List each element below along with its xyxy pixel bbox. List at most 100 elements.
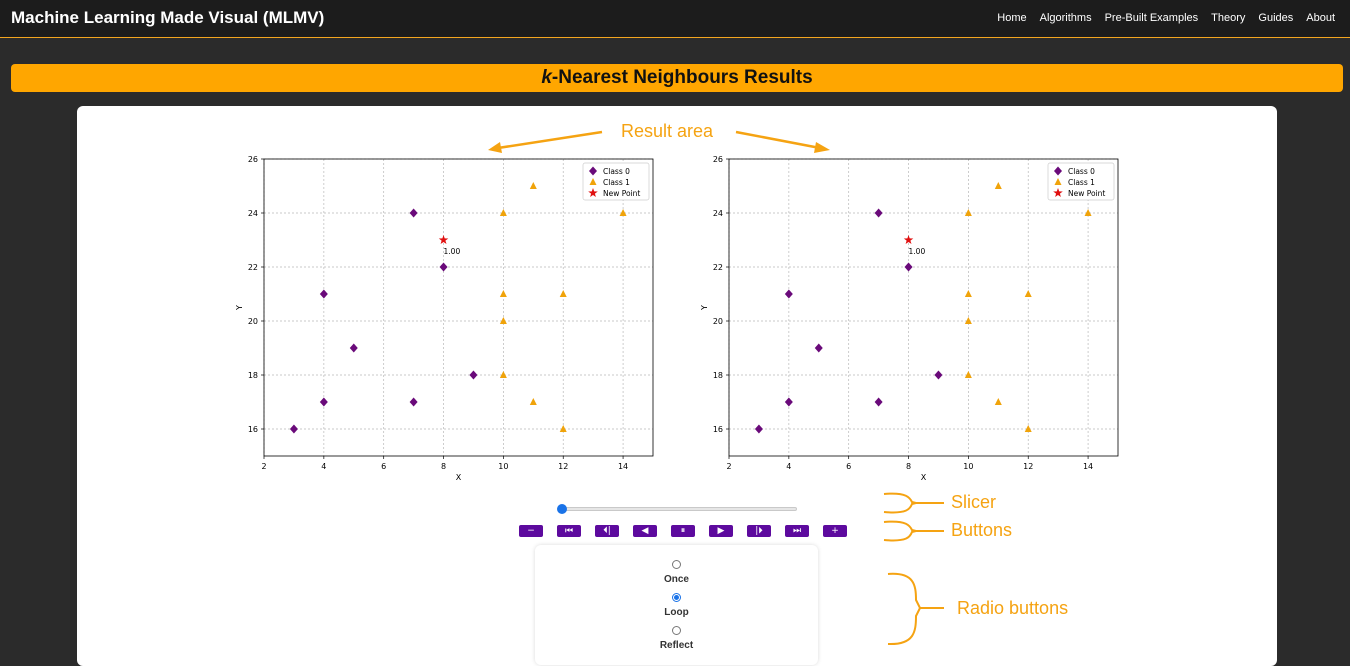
nav-links: Home Algorithms Pre-Built Examples Theor… <box>997 12 1335 24</box>
pause-icon: ⏸ <box>680 526 686 536</box>
class-1-point <box>499 290 507 297</box>
x-tick-label: 12 <box>1023 462 1033 471</box>
radio-loop-circle[interactable] <box>672 593 681 602</box>
first-frame-button[interactable]: ⏮ <box>557 525 581 537</box>
slider-track[interactable] <box>558 507 797 511</box>
class-1-point <box>559 290 567 297</box>
minus-icon: − <box>527 526 535 536</box>
y-tick-label: 24 <box>713 209 723 218</box>
legend-box <box>582 162 650 201</box>
y-tick-label: 26 <box>248 155 258 164</box>
radio-once-circle[interactable] <box>672 560 681 569</box>
x-tick-label: 14 <box>618 462 628 471</box>
plot-frame <box>263 158 654 457</box>
class-1-point <box>559 425 567 432</box>
radio-loop[interactable]: Loop <box>535 593 818 618</box>
y-tick-label: 20 <box>713 317 723 326</box>
first-frame-icon: ⏮ <box>564 526 574 536</box>
class-1-point <box>964 209 972 216</box>
class-1-point <box>499 317 507 324</box>
loop-mode-radio-group: Once Loop Reflect <box>535 545 818 665</box>
prev-frame-icon: ⏴| <box>603 526 611 536</box>
class-0-point <box>409 208 418 218</box>
minus-button[interactable]: − <box>519 525 543 537</box>
legend-label: Class 0 <box>603 167 630 176</box>
y-tick-label: 18 <box>248 371 258 380</box>
nav-guides[interactable]: Guides <box>1258 12 1294 24</box>
nav-home[interactable]: Home <box>997 12 1027 24</box>
top-navbar: Machine Learning Made Visual (MLMV) Home… <box>0 0 1350 38</box>
radio-loop-label[interactable]: Loop <box>664 607 689 618</box>
class-0-point <box>784 289 793 299</box>
legend-label: Class 1 <box>1068 178 1095 187</box>
x-axis-label: X <box>456 473 462 482</box>
class-0-point <box>319 289 328 299</box>
next-frame-button[interactable]: |⏵ <box>747 525 771 537</box>
last-frame-icon: ⏭ <box>792 526 802 536</box>
class-0-point <box>349 343 358 353</box>
nav-about[interactable]: About <box>1306 12 1335 24</box>
legend-label: Class 1 <box>603 178 630 187</box>
play-reverse-icon: ◀ <box>641 526 649 536</box>
page-title: k-Nearest Neighbours Results <box>11 64 1343 92</box>
radio-once-label[interactable]: Once <box>663 574 689 585</box>
plot-frame <box>728 158 1119 457</box>
class-0-point <box>409 397 418 407</box>
frame-slider[interactable] <box>557 504 797 514</box>
class-0-point <box>874 397 883 407</box>
new-point-marker <box>438 235 449 244</box>
class-0-point <box>439 262 448 272</box>
next-frame-icon: |⏵ <box>755 526 763 536</box>
legend-box <box>1047 162 1115 201</box>
class-1-point <box>529 398 537 405</box>
x-tick-label: 10 <box>498 462 508 471</box>
class-1-point <box>964 317 972 324</box>
play-button[interactable]: ▶ <box>709 525 733 537</box>
knn-chart-left: 2 4 6 8 10 12 14 16 18 20 22 24 26 X Y 1.00 Class 0 Class… <box>230 145 670 485</box>
class-0-point <box>289 424 298 434</box>
class-0-point <box>754 424 763 434</box>
result-area-annotation: Result area <box>621 121 714 141</box>
slicer-annotation: Slicer <box>951 492 997 512</box>
x-tick-label: 8 <box>441 462 446 471</box>
legend-label: New Point <box>1068 189 1105 198</box>
legend-marker <box>588 188 598 197</box>
distance-label: 1.00 <box>909 247 926 256</box>
radio-once[interactable]: Once <box>535 560 818 585</box>
y-tick-label: 16 <box>713 425 723 434</box>
y-axis-label: Y <box>700 305 709 311</box>
x-tick-label: 12 <box>558 462 568 471</box>
slider-thumb[interactable] <box>557 504 567 514</box>
legend-marker <box>1053 188 1063 197</box>
radio-reflect-circle[interactable] <box>672 626 681 635</box>
class-1-point <box>1084 209 1092 216</box>
radio-reflect-label[interactable]: Reflect <box>659 640 694 651</box>
y-tick-label: 26 <box>713 155 723 164</box>
y-tick-label: 22 <box>713 263 723 272</box>
class-0-point <box>814 343 823 353</box>
nav-theory[interactable]: Theory <box>1211 12 1246 24</box>
class-0-point <box>319 397 328 407</box>
class-0-point <box>934 370 943 380</box>
legend-marker <box>1054 166 1062 176</box>
x-tick-label: 4 <box>786 462 791 471</box>
class-1-point <box>499 371 507 378</box>
prev-frame-button[interactable]: ⏴| <box>595 525 619 537</box>
class-1-point <box>499 209 507 216</box>
nav-pre-built-examples[interactable]: Pre-Built Examples <box>1104 12 1199 24</box>
distance-label: 1.00 <box>444 247 461 256</box>
x-tick-label: 2 <box>726 462 731 471</box>
buttons-annotation: Buttons <box>951 520 1013 540</box>
nav-algorithms[interactable]: Algorithms <box>1039 12 1092 24</box>
new-point-marker <box>903 235 914 244</box>
plus-button[interactable]: + <box>823 525 847 537</box>
y-tick-label: 24 <box>248 209 258 218</box>
result-area-arrows <box>488 130 830 153</box>
class-1-point <box>529 182 537 189</box>
pause-button[interactable]: ⏸ <box>671 525 695 537</box>
site-title[interactable]: Machine Learning Made Visual (MLMV) <box>11 8 325 27</box>
last-frame-button[interactable]: ⏭ <box>785 525 809 537</box>
play-reverse-button[interactable]: ◀ <box>633 525 657 537</box>
class-1-point <box>1024 290 1032 297</box>
radio-reflect[interactable]: Reflect <box>535 626 818 651</box>
